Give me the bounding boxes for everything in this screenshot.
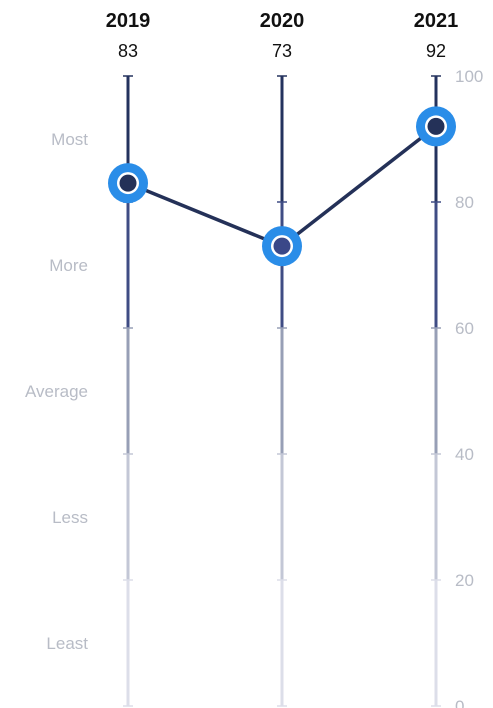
data-point bbox=[416, 106, 456, 147]
marker-dot bbox=[273, 237, 291, 255]
data-point bbox=[108, 163, 148, 204]
tick-label: 20 bbox=[455, 571, 474, 590]
axis-2019 bbox=[123, 75, 133, 707]
value-label: 92 bbox=[426, 41, 446, 61]
year-label: 2020 bbox=[260, 10, 305, 32]
band-label: Least bbox=[46, 634, 88, 653]
year-label: 2021 bbox=[414, 10, 459, 32]
tick-label: 80 bbox=[455, 193, 474, 212]
band-label: Average bbox=[25, 382, 88, 401]
band-label: Most bbox=[51, 130, 88, 149]
data-point bbox=[262, 226, 302, 267]
year-label: 2019 bbox=[106, 10, 151, 32]
value-label: 83 bbox=[118, 41, 138, 61]
axis-2020 bbox=[277, 75, 287, 707]
tick-label: 100 bbox=[455, 67, 483, 86]
tick-label: 60 bbox=[455, 319, 474, 338]
marker-dot bbox=[119, 174, 137, 192]
tick-label: 40 bbox=[455, 445, 474, 464]
axis-2021 bbox=[431, 75, 441, 707]
tick-label: 0 bbox=[455, 697, 464, 708]
marker-dot bbox=[427, 117, 445, 135]
band-label: More bbox=[49, 256, 88, 275]
value-label: 73 bbox=[272, 41, 292, 61]
band-label: Less bbox=[52, 508, 88, 527]
